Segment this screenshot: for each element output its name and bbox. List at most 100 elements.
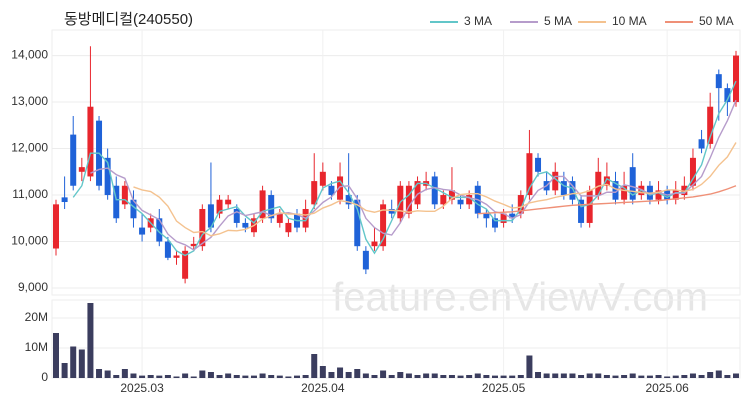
candle-body [319,171,326,186]
volume-bar [474,373,481,378]
y-tick-label: 10,000 [11,234,48,248]
candle-body [78,167,85,172]
volume-bar [190,376,197,378]
volume-bar [448,375,455,378]
volume-bar [199,370,206,378]
candle-body [621,185,628,200]
volume-bar [337,367,344,378]
volume-bar [578,375,585,378]
candle-body [259,190,266,219]
volume-bar [294,375,301,378]
candle-body [276,213,283,223]
volume-bar [500,375,507,378]
candle-body [578,199,585,223]
y-tick-label: 9,000 [18,280,48,294]
volume-bar [724,375,731,378]
candle-body [53,204,59,249]
candle-body [715,74,722,89]
candle-body [173,255,180,258]
volume-bar [629,373,636,378]
candle-body [629,167,636,200]
candle-body [70,134,77,186]
volume-bar [595,373,602,378]
volume-bar [53,333,59,378]
candle-body [388,208,395,214]
candle-body [156,218,163,242]
volume-bar [655,375,662,378]
candle-body [595,171,602,196]
legend-label: 10 MA [612,14,647,28]
volume-tick-label: 20M [25,310,48,324]
candle-body [380,204,387,247]
candle-body [509,213,516,219]
candle-body [285,222,292,233]
volume-bar [646,375,653,378]
candle-body [311,181,318,205]
volume-bar [681,375,688,378]
candle-body [724,88,731,103]
candle-body [354,199,361,247]
volume-bar [121,369,128,378]
candle-body [655,190,662,200]
candle-body [104,157,111,196]
volume-bar [698,375,705,378]
volume-bar [483,375,490,378]
candle-body [698,139,705,149]
volume-bar [113,375,120,378]
volume-bar [233,375,240,378]
volume-bar [397,372,404,378]
volume-bar [431,373,438,378]
candle-body [517,195,524,214]
candle-body [440,195,447,205]
legend-label: 3 MA [464,14,492,28]
volume-bar [70,346,77,378]
volume-bar [285,376,292,378]
candle-body [448,190,455,200]
volume-bar [440,375,447,378]
candle-body [225,199,232,205]
volume-bar [225,373,232,378]
volume-bar [242,375,249,378]
candle-body [612,181,619,200]
candle-body [431,176,438,205]
volume-bar [173,376,180,378]
x-tick-label: 2025.06 [645,381,689,395]
volume-bar [414,375,421,378]
ma-line [72,80,737,257]
candle-body [552,171,559,191]
candle-body [199,208,206,247]
volume-bar [207,372,214,378]
candle-body [190,243,197,247]
candle-body [483,213,490,219]
volume-bar [216,375,223,378]
x-tick-label: 2025.04 [301,381,345,395]
candle-body [500,213,507,223]
volume-bar [78,349,85,378]
candle-body [707,106,714,144]
candle-body [345,195,352,205]
candle-body [586,190,593,223]
candle-body [526,153,533,196]
candle-body [603,176,610,186]
volume-bar [147,375,154,378]
legend-label: 5 MA [544,14,572,28]
volume-tick-label: 10M [25,340,48,354]
candle-body [560,181,567,196]
volume-bar [354,369,361,378]
volume-bar [130,373,137,378]
volume-bar [517,375,524,378]
volume-bar [302,375,309,378]
y-tick-label: 11,000 [12,187,48,201]
candle-body [733,55,739,103]
watermark: feature.enViewV.com [332,276,708,320]
volume-bar [552,373,559,378]
volume-bar [311,354,318,378]
candle-body [689,157,696,186]
volume-bar [259,373,266,378]
volume-bar [689,373,696,378]
candle-body [491,218,498,228]
volume-bar [61,363,68,378]
volume-bar [707,372,714,378]
